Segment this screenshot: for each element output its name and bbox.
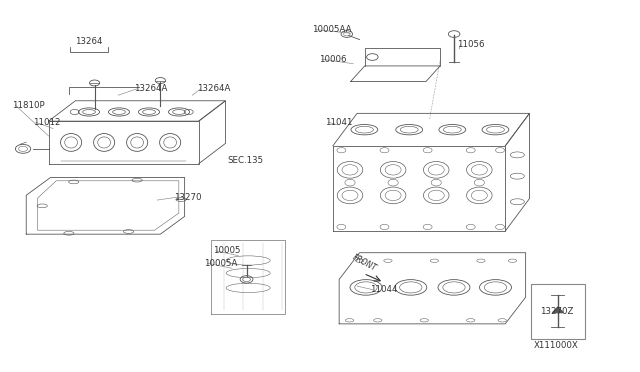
Text: 10005AA: 10005AA [312, 25, 352, 34]
Text: 10006: 10006 [319, 55, 346, 64]
Bar [531, 284, 585, 339]
Text: X111000X: X111000X [534, 341, 579, 350]
Text: 13264: 13264 [75, 37, 102, 46]
Text: 11012: 11012 [33, 118, 60, 127]
Text: 11041: 11041 [325, 118, 353, 127]
Text: 10005: 10005 [212, 246, 240, 255]
Polygon shape [553, 307, 563, 312]
Text: FRONT: FRONT [351, 252, 378, 273]
Text: 11056: 11056 [458, 40, 485, 49]
Text: 11044: 11044 [370, 285, 397, 294]
Text: 11810P: 11810P [12, 101, 45, 110]
Text: 13270Z: 13270Z [540, 307, 573, 317]
Text: 13264A: 13264A [197, 84, 231, 93]
Text: 13264A: 13264A [134, 84, 167, 93]
Text: 10005A: 10005A [204, 259, 237, 267]
Text: 13270: 13270 [174, 193, 202, 202]
Text: SEC.135: SEC.135 [227, 155, 264, 164]
